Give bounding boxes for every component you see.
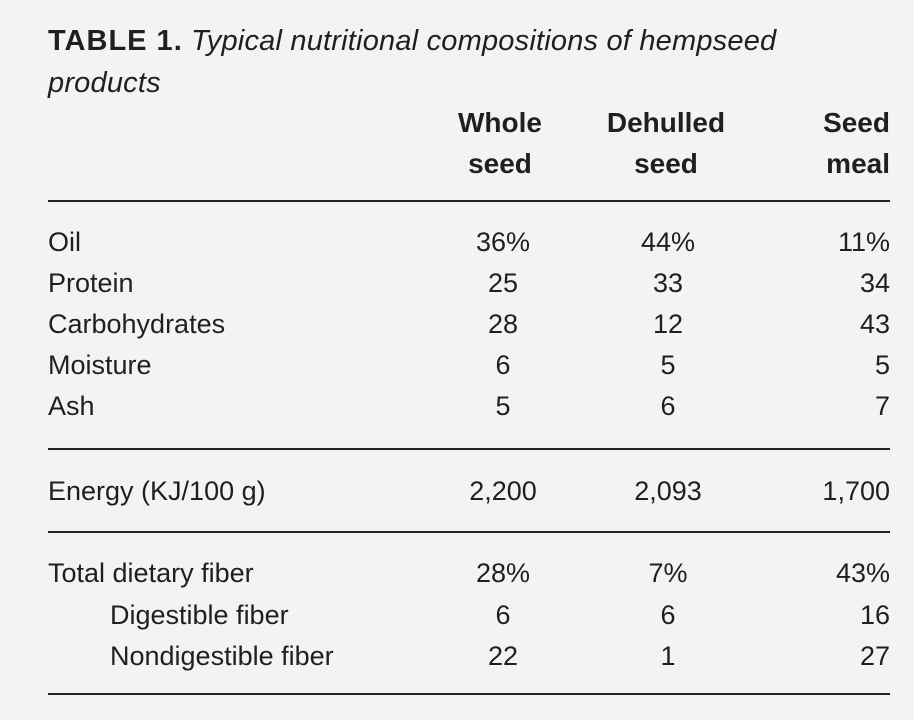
row-label: Total dietary fiber (48, 558, 254, 588)
seed-meal-value: 5 (874, 350, 890, 380)
seed-meal-value: 43 (859, 309, 890, 339)
seed-meal-value: 34 (859, 268, 890, 298)
seed-meal-value: 11% (837, 227, 890, 257)
seed-meal-value: 7 (874, 391, 890, 421)
column-header-line: seed (634, 148, 698, 179)
column-header-seed-meal: Seed meal (778, 102, 890, 184)
bottom-rule (48, 693, 890, 695)
column-header-line: Seed (823, 107, 890, 138)
row-label: Ash (48, 391, 95, 421)
column-header-whole-seed: Whole seed (438, 102, 562, 184)
whole-seed-value: 28% (475, 558, 531, 588)
column-header-line: Whole (458, 107, 542, 138)
dehulled-seed-value: 6 (660, 600, 676, 630)
dehulled-seed-value: 2,093 (634, 476, 702, 506)
column-header-line: meal (826, 148, 890, 179)
column-header-dehulled-seed: Dehulled seed (588, 102, 744, 184)
column-header-line: Dehulled (606, 107, 726, 138)
table-row: Energy (KJ/100 g) 2,200 2,093 1,700 (48, 471, 890, 512)
column-header-line: seed (468, 148, 532, 179)
row-label: Carbohydrates (48, 309, 226, 339)
table-row: Nondigestible fiber 22 1 27 (48, 636, 890, 677)
row-label: Energy (KJ/100 g) (48, 476, 266, 506)
section-rule (48, 531, 890, 533)
dehulled-seed-value: 44% (640, 227, 696, 257)
row-label: Oil (48, 227, 81, 257)
table-title: Typical nutritional compositions of hemp… (48, 25, 777, 99)
whole-seed-value: 36% (475, 227, 531, 257)
dehulled-seed-value: 6 (660, 391, 676, 421)
dehulled-seed-value: 5 (660, 350, 676, 380)
table-label: TABLE 1. (48, 25, 183, 57)
table-row: Carbohydrates 28 12 43 (48, 304, 890, 345)
whole-seed-value: 5 (495, 391, 511, 421)
section-rule (48, 448, 890, 450)
seed-meal-value: 1,700 (822, 476, 890, 506)
row-label: Protein (48, 268, 134, 298)
table-row: Oil 36% 44% 11% (48, 222, 890, 263)
seed-meal-value: 27 (859, 641, 890, 671)
dehulled-seed-value: 33 (652, 268, 684, 298)
whole-seed-value: 6 (495, 600, 511, 630)
dehulled-seed-value: 7% (648, 558, 688, 588)
table-caption: TABLE 1. Typical nutritional composition… (48, 20, 868, 104)
header-rule (48, 200, 890, 202)
whole-seed-value: 25 (487, 268, 519, 298)
seed-meal-value: 43% (835, 558, 890, 588)
row-label: Moisture (48, 350, 152, 380)
table-row: Protein 25 33 34 (48, 263, 890, 304)
whole-seed-value: 2,200 (469, 476, 537, 506)
table-row: Total dietary fiber 28% 7% 43% (48, 553, 890, 594)
seed-meal-value: 16 (859, 600, 890, 630)
table-row: Moisture 6 5 5 (48, 345, 890, 386)
dehulled-seed-value: 12 (652, 309, 684, 339)
whole-seed-value: 28 (487, 309, 519, 339)
table-row: Ash 5 6 7 (48, 386, 890, 427)
whole-seed-value: 6 (495, 350, 511, 380)
row-label: Digestible fiber (110, 600, 289, 630)
dehulled-seed-value: 1 (660, 641, 676, 671)
row-label: Nondigestible fiber (110, 641, 334, 671)
table-row: Digestible fiber 6 6 16 (48, 595, 890, 636)
whole-seed-value: 22 (487, 641, 519, 671)
